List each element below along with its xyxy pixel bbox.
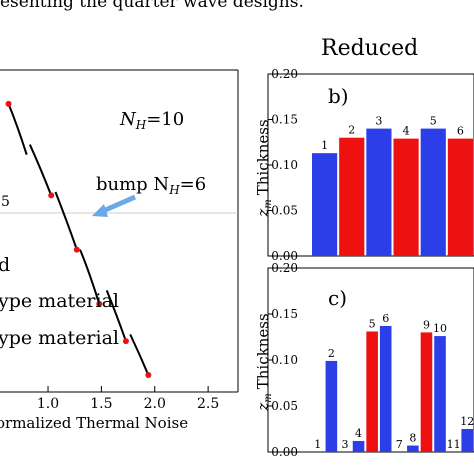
left-curve-segment [7, 103, 28, 156]
panel-b-bar-label-6: 6 [457, 125, 464, 138]
panel-c-bar-8 [407, 445, 419, 452]
panel-b-y-tick-label: 0.10 [271, 158, 298, 172]
panel-c-bar-10 [434, 336, 446, 452]
panel-b-y-tick-label: 0.00 [271, 249, 298, 263]
panel-b-y-ticks: 0.00 0.05 0.10 0.15 0.20 [268, 67, 298, 263]
panel-c-y-tick-label: 0.00 [271, 445, 298, 459]
left-curves [7, 103, 150, 376]
legend-entry-3: ype material [0, 327, 119, 349]
panel-b-bar-label-5: 5 [430, 115, 437, 128]
left-data-point [48, 192, 55, 199]
left-curve-segment [105, 289, 127, 342]
panel-c-y-tick-label: 0.20 [271, 261, 298, 275]
panel-c-bar-label-6: 6 [382, 312, 389, 325]
panel-b-ylabel-z: z [254, 209, 272, 218]
bump-label-sub: H [168, 183, 180, 197]
panel-c-bar-label-1: 1 [314, 438, 321, 451]
panel-b-bar-1 [312, 153, 338, 256]
nh-label-prefix: N [119, 109, 137, 130]
panel-b-bars: 1 2 3 4 5 6 [312, 115, 473, 256]
panel-c-bar-label-9: 9 [423, 318, 430, 331]
panel-c-ylabel-z: z [254, 403, 272, 412]
left-data-point [122, 338, 129, 345]
left-curve-segment [28, 144, 53, 196]
bump-arrow-shaft [101, 194, 137, 214]
bump-arrow-head [92, 204, 108, 217]
panel-c-y-tick-label: 0.05 [271, 399, 298, 413]
panel-c-ylabel: zm Thickness [254, 313, 274, 411]
left-data-point [5, 100, 12, 107]
bump-label-suffix: =6 [180, 174, 207, 195]
caption-fragment: esenting the quarter wave designs. [0, 0, 304, 12]
panel-b-label: b) [328, 84, 349, 108]
panel-b-bar-5 [420, 128, 446, 256]
panel-b-ylabel-text: Thickness [254, 119, 272, 195]
panel-c-bar-label-7: 7 [396, 438, 403, 451]
panel-b: 0.00 0.05 0.10 0.15 0.20 1 2 3 4 5 6 b) zm Thickne… [254, 67, 474, 263]
left-panel: 5 1.0 1.5 2.0 2.5 NH=10 bump NH=6 d ype mat… [0, 69, 239, 432]
panel-c-bar-label-2: 2 [328, 347, 335, 360]
panel-c-bar-label-5: 5 [369, 317, 376, 330]
left-x-tick-label: 1.0 [37, 396, 59, 412]
panel-c-bar-label-11: 11 [447, 438, 461, 451]
panel-c-bar-5 [366, 331, 378, 452]
left-curve-segment [129, 333, 150, 376]
panel-c-bar-9 [420, 332, 433, 452]
bump-label-prefix: bump N [96, 174, 169, 195]
left-data-point [96, 300, 103, 307]
panel-b-y-tick-label: 0.15 [271, 113, 298, 127]
panel-c-bar-label-4: 4 [355, 427, 362, 440]
panel-b-bar-2 [339, 137, 365, 256]
panel-c-ylabel-sub: m [263, 393, 274, 402]
nh-label-sub: H [135, 118, 147, 132]
panel-c-bar-2 [325, 360, 338, 452]
panel-b-bar-4 [393, 138, 419, 256]
nh-label: NH=10 [119, 109, 184, 132]
panel-b-bar-label-4: 4 [403, 125, 410, 138]
panel-c-bar-label-3: 3 [341, 438, 348, 451]
panel-c-label: c) [328, 286, 347, 310]
left-x-tick-label: 2.0 [144, 396, 166, 412]
panel-b-bar-label-1: 1 [321, 139, 328, 152]
left-y-tick-partial: 5 [1, 194, 10, 210]
bump-label: bump NH=6 [96, 174, 206, 197]
panel-c-bar-4 [352, 440, 365, 452]
panel-c-bar-label-12: 12 [460, 415, 474, 428]
panel-c-bar-6 [379, 325, 392, 452]
panel-c-bar-12 [461, 429, 473, 452]
panel-b-ylabel-sub: m [263, 199, 274, 208]
left-data-point [73, 246, 80, 253]
left-curve-segment [79, 249, 101, 305]
panel-b-bar-label-2: 2 [348, 124, 355, 137]
panel-b-bar-label-3: 3 [375, 115, 382, 128]
nh-label-suffix: =10 [146, 109, 184, 130]
panel-c-ylabel-text: Thickness [254, 313, 272, 389]
panel-b-ylabel: zm Thickness [254, 119, 274, 217]
panel-c-bar-label-10: 10 [433, 322, 447, 335]
right-panel-title: Reduced [321, 36, 419, 61]
panel-c-y-ticks: 0.00 0.05 0.10 0.15 0.20 [268, 261, 298, 459]
legend-entry-1: d [0, 254, 10, 276]
left-x-tick-label: 2.5 [197, 396, 219, 412]
left-x-ticks: 1.0 1.5 2.0 2.5 [37, 386, 219, 412]
left-curve-segment [54, 191, 78, 250]
panel-b-y-tick-label: 0.20 [271, 67, 298, 81]
left-points [5, 100, 152, 379]
panel-b-y-tick-label: 0.05 [271, 204, 298, 218]
left-x-axis-label: ormalized Thermal Noise [0, 414, 188, 432]
panel-c-bar-label-8: 8 [409, 432, 416, 445]
legend-entry-2: ype material [0, 290, 119, 312]
panel-c-y-tick-label: 0.10 [271, 353, 298, 367]
panel-b-bar-6 [447, 138, 473, 256]
panel-b-bar-3 [366, 128, 392, 256]
left-x-tick-label: 1.5 [90, 396, 112, 412]
left-data-point [145, 372, 152, 379]
panel-c-y-tick-label: 0.15 [271, 307, 298, 321]
